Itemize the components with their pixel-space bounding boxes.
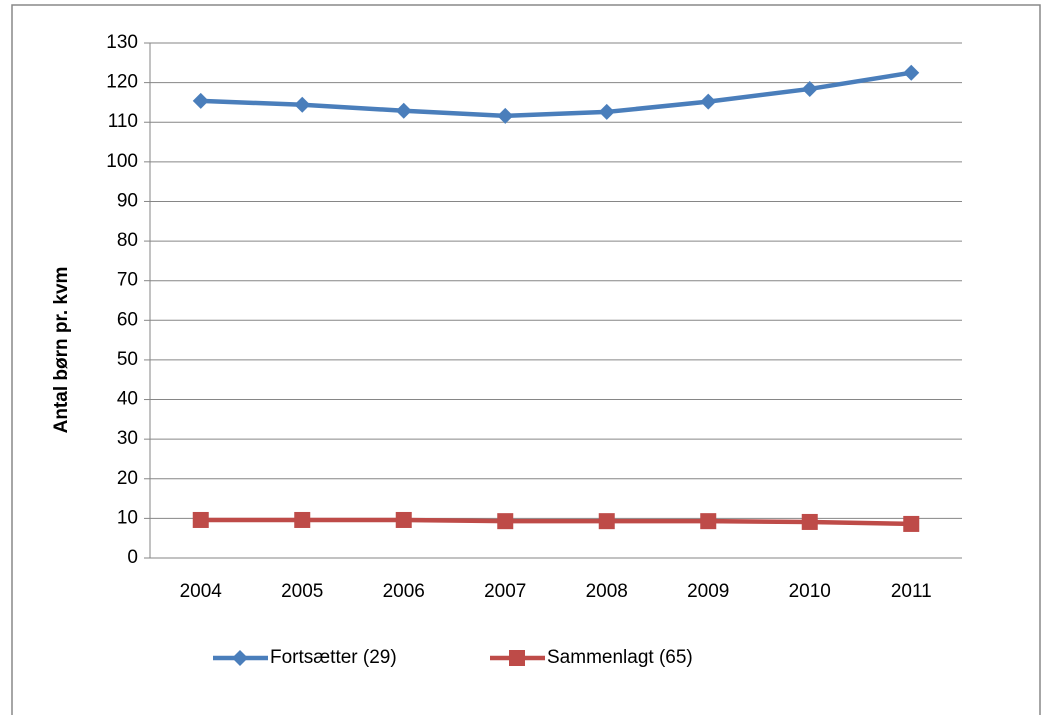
y-tick-label: 30: [117, 428, 138, 449]
y-tick-label: 90: [117, 190, 138, 211]
x-tick-label: 2010: [789, 581, 831, 602]
data-point: [192, 92, 209, 109]
data-point: [395, 102, 412, 119]
data-point: [395, 511, 412, 528]
data-point: [801, 513, 818, 530]
data-point: [903, 515, 920, 532]
data-point: [598, 513, 615, 530]
legend-marker: [232, 650, 248, 666]
series-line: [200, 517, 912, 527]
y-tick-label: 130: [106, 32, 138, 53]
y-tick-label: 50: [117, 349, 138, 370]
x-tick-label: 2005: [281, 581, 323, 602]
data-point: [192, 511, 209, 528]
data-point: [497, 513, 514, 530]
x-tick-label: 2004: [180, 581, 223, 602]
x-tick-label: 2009: [687, 581, 729, 602]
y-tick-label: 0: [127, 547, 138, 568]
y-tick-label: 10: [117, 507, 138, 528]
chart-frame: [11, 4, 1041, 715]
y-axis-label: Antal børn pr. kvm: [51, 267, 72, 434]
y-tick-label: 120: [106, 72, 138, 93]
y-tick-label: 80: [117, 230, 138, 251]
y-tick-label: 20: [117, 468, 138, 489]
y-tick-label: 70: [117, 270, 138, 291]
y-tick-label: 40: [117, 389, 138, 410]
data-point: [903, 64, 920, 81]
legend-label: Fortsætter (29): [270, 647, 397, 668]
x-tick-label: 2008: [586, 581, 628, 602]
x-tick-label: 2011: [891, 581, 932, 602]
legend-marker: [509, 650, 525, 666]
y-tick-label: 60: [117, 309, 138, 330]
data-point: [497, 107, 514, 124]
x-tick-label: 2007: [484, 581, 526, 602]
legend-label: Sammenlagt (65): [547, 647, 693, 668]
x-tick-label: 2006: [383, 581, 425, 602]
data-point: [294, 511, 311, 528]
data-point: [598, 103, 615, 120]
data-point: [700, 93, 717, 110]
data-point: [801, 80, 818, 97]
data-point: [294, 96, 311, 113]
data-point: [700, 513, 717, 530]
y-tick-label: 110: [108, 111, 138, 132]
series-line: [200, 70, 912, 119]
y-tick-label: 100: [106, 151, 138, 172]
